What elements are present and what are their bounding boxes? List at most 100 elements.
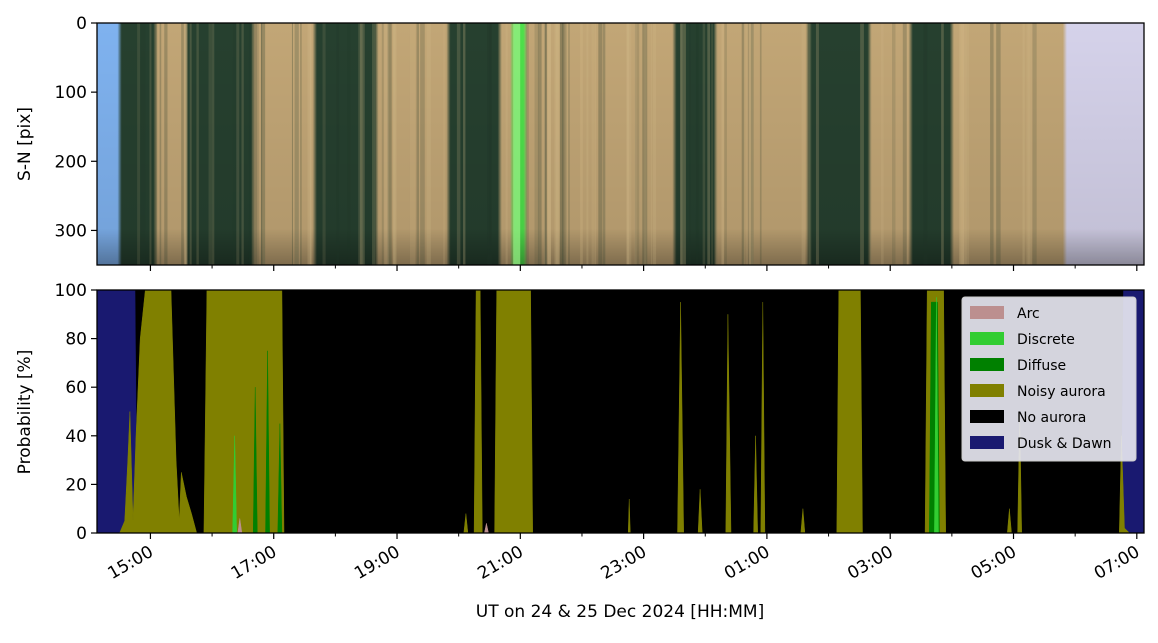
keogram-streak <box>749 23 754 265</box>
keogram-streak <box>181 23 184 265</box>
keogram-streak <box>869 23 872 265</box>
keogram-streak <box>906 23 909 265</box>
keogram-streak <box>702 23 706 265</box>
classification-y-tick-label: 60 <box>65 378 87 398</box>
x-tick-label: 07:00 <box>1091 542 1143 584</box>
keogram-streak <box>384 23 390 265</box>
keogram-streak <box>263 23 265 265</box>
keogram-streak <box>534 23 539 265</box>
x-tick-label: 01:00 <box>721 542 773 584</box>
legend-swatch <box>970 358 1004 371</box>
keogram-streak <box>232 23 236 265</box>
keogram-x-ticks <box>149 265 1138 271</box>
keogram-streak <box>567 23 570 265</box>
keogram-streak <box>347 23 351 265</box>
keogram-streak <box>554 23 559 265</box>
keogram-streak <box>164 23 168 265</box>
keogram-streak <box>680 23 685 265</box>
keogram-streak <box>512 23 515 265</box>
keogram-streak <box>293 23 295 265</box>
keogram-streak <box>561 23 567 265</box>
keogram-streak <box>184 23 187 265</box>
keogram-streak <box>996 23 1001 265</box>
keogram-streak <box>309 23 312 265</box>
series-noisy-aurora <box>119 290 1130 533</box>
legend-label: Dusk & Dawn <box>1017 436 1112 452</box>
keogram-streak <box>294 23 300 265</box>
keogram-streak <box>159 23 162 265</box>
keogram-streak <box>505 23 508 265</box>
keogram-streak <box>743 23 745 265</box>
keogram-streak <box>598 23 603 265</box>
keogram-streak <box>184 23 188 265</box>
keogram-streak <box>392 23 396 265</box>
series-arc <box>237 518 489 533</box>
legend-label: Arc <box>1017 306 1040 322</box>
keogram-streak <box>626 23 630 265</box>
keogram-streak <box>416 23 420 265</box>
keogram-streak <box>322 23 326 265</box>
x-tick-label: 05:00 <box>968 542 1020 584</box>
keogram-streak <box>715 23 717 265</box>
keogram-panel: 0 100 200 300 S-N [pix] <box>15 14 1145 271</box>
keogram-streak <box>254 23 259 265</box>
legend-box <box>961 296 1137 462</box>
keogram-streak <box>545 23 547 265</box>
keogram-streak <box>902 23 907 265</box>
keogram-streak <box>1032 23 1037 265</box>
keogram-streak <box>634 23 637 265</box>
keogram-streak <box>241 23 244 265</box>
classification-y-axis: 0 20 40 60 80 100 <box>55 281 97 544</box>
keogram-streak <box>559 23 564 265</box>
x-axis-label: UT on 24 & 25 Dec 2024 [HH:MM] <box>476 602 764 622</box>
classification-series <box>97 290 1144 533</box>
keogram-streak <box>747 23 750 265</box>
keogram-streak <box>300 23 302 265</box>
keogram-streak <box>154 23 158 265</box>
keogram-streak <box>487 23 492 265</box>
keogram-y-tick-label: 0 <box>76 14 87 34</box>
keogram-streak <box>689 23 691 265</box>
keogram-streak <box>361 23 366 265</box>
legend-label: Noisy aurora <box>1017 384 1106 400</box>
keogram-streak <box>489 23 491 265</box>
x-tick-label: 21:00 <box>474 542 526 584</box>
keogram-streak <box>140 23 146 265</box>
keogram-y-tick-label: 100 <box>55 83 87 103</box>
keogram-streak <box>525 23 529 265</box>
keogram-streak <box>248 23 252 265</box>
keogram-streak <box>443 23 445 265</box>
keogram-streak <box>960 23 963 265</box>
keogram-streak <box>291 23 293 265</box>
keogram-streak <box>149 23 152 265</box>
keogram-streak <box>559 23 565 265</box>
keogram-streak <box>626 23 632 265</box>
legend-label: Discrete <box>1017 332 1075 348</box>
keogram-streak <box>261 23 266 265</box>
keogram-streak <box>962 23 967 265</box>
classification-panel: 0 20 40 60 80 100 15:00 17:00 19:00 21:00 23:00 01… <box>15 281 1145 622</box>
keogram-streak <box>208 23 214 265</box>
keogram-streak <box>294 23 299 265</box>
keogram-streak <box>463 23 466 265</box>
keogram-streak <box>808 23 812 265</box>
keogram-streak <box>815 23 819 265</box>
classification-y-tick-label: 20 <box>65 475 87 495</box>
classification-frame <box>96 289 1145 534</box>
legend-items: Arc Discrete Diffuse Noisy aurora No aurora D… <box>970 306 1112 452</box>
keogram-streak <box>602 23 606 265</box>
keogram-streak <box>372 23 375 265</box>
x-tick-label: 23:00 <box>598 542 650 584</box>
keogram-streak <box>746 23 748 265</box>
keogram-streak <box>941 23 944 265</box>
keogram-streak <box>358 23 363 265</box>
x-tick-label: 03:00 <box>844 542 896 584</box>
keogram-streak <box>634 23 640 265</box>
keogram-streak <box>196 23 199 265</box>
keogram-streak <box>547 23 551 265</box>
keogram-streak <box>652 23 657 265</box>
keogram-streak <box>1026 23 1030 265</box>
keogram-streak <box>537 23 542 265</box>
classification-y-tick-label: 80 <box>65 330 87 350</box>
keogram-y-axis-label: S-N [pix] <box>15 107 35 181</box>
